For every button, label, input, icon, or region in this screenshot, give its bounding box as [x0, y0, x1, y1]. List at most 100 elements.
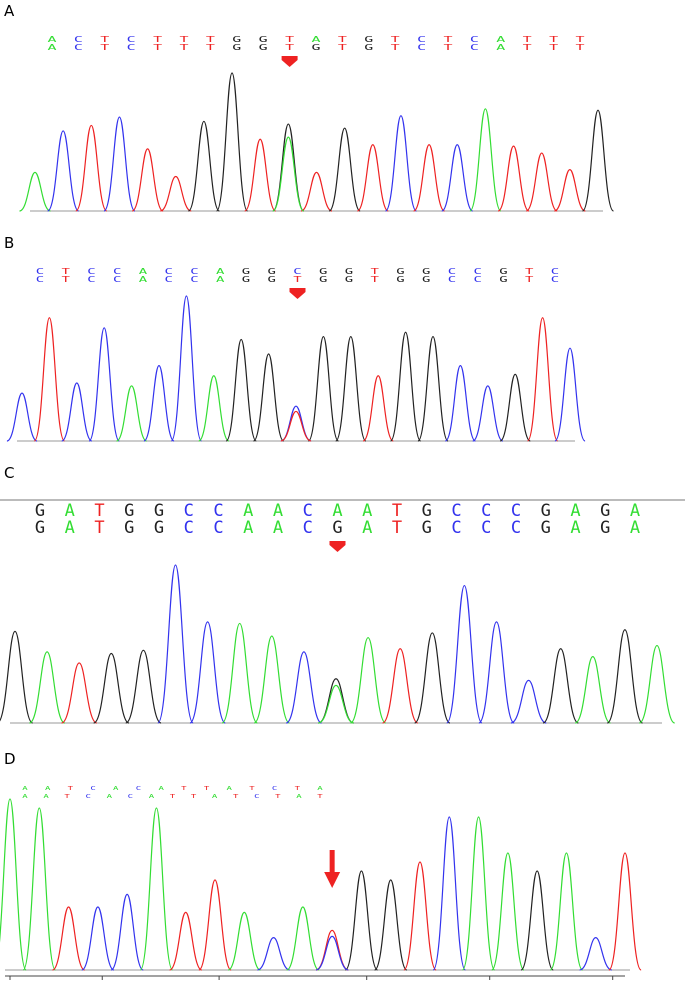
top-base-label: C — [36, 267, 44, 276]
top-base-label: C — [417, 35, 426, 45]
top-base-label: C — [481, 501, 491, 521]
trace-peak — [198, 375, 230, 442]
top-base-label: A — [332, 501, 342, 521]
bottom-base-label: C — [303, 518, 313, 538]
red-arrow-icon — [329, 541, 346, 552]
trace-peak — [47, 130, 80, 212]
secondary-peak — [272, 136, 305, 212]
top-base-label: A — [47, 35, 57, 45]
bottom-base-label: T — [100, 43, 109, 53]
bottom-base-label: C — [128, 793, 133, 799]
bottom-base-label: C — [86, 793, 91, 799]
trace-peak — [139, 807, 174, 971]
trace-peak — [441, 144, 474, 212]
top-base-label: C — [451, 501, 461, 521]
trace-peak — [125, 649, 162, 724]
bottom-base-label: C — [470, 43, 479, 53]
top-base-label: A — [158, 785, 164, 791]
trace-peak — [286, 906, 320, 971]
trace-peak — [335, 335, 367, 442]
trace-peak — [227, 911, 261, 971]
top-base-label: C — [272, 785, 277, 791]
bottom-base-label: C — [448, 275, 456, 284]
trace-peak — [6, 392, 38, 442]
trace-peak — [403, 861, 437, 971]
top-base-label: T — [392, 501, 402, 521]
top-base-label: G — [124, 501, 134, 521]
trace-peak — [581, 109, 615, 212]
top-base-label: T — [523, 35, 532, 45]
bottom-base-label: T — [391, 43, 400, 53]
top-base-label: T — [549, 35, 558, 45]
bottom-base-label: G — [232, 43, 241, 53]
trace-peak — [300, 171, 333, 212]
bottom-base-label: T — [285, 43, 294, 53]
bottom-base-label: G — [268, 275, 277, 284]
trace-peak — [88, 327, 120, 442]
trace-peak — [157, 564, 194, 724]
secondary-peak — [280, 410, 312, 442]
top-base-label: C — [87, 267, 95, 276]
trace-peak — [525, 152, 558, 212]
top-base-label: G — [345, 267, 354, 276]
bottom-base-label: C — [113, 275, 121, 284]
top-base-label: C — [511, 501, 521, 521]
trace-peak — [384, 115, 418, 212]
trace-peak — [328, 127, 361, 212]
top-base-label: T — [100, 35, 109, 45]
bottom-base-label: T — [62, 275, 71, 284]
bottom-base-label: G — [319, 275, 328, 284]
bottom-base-label: G — [154, 518, 164, 538]
trace-peak — [22, 807, 56, 971]
bottom-base-label: A — [212, 793, 218, 799]
bottom-base-label: T — [392, 518, 402, 538]
bottom-base-label: A — [362, 518, 372, 538]
top-base-label: T — [338, 35, 347, 45]
bottom-base-label: T — [170, 793, 176, 799]
trace-peak — [417, 335, 449, 442]
bottom-base-label: T — [94, 518, 104, 538]
top-base-label: A — [65, 501, 75, 521]
trace-peak — [608, 852, 642, 971]
bottom-base-label: G — [422, 518, 432, 538]
trace-peak — [349, 637, 387, 724]
bottom-base-label: G — [364, 43, 373, 53]
top-base-label: C — [551, 267, 559, 276]
trace-peak — [389, 331, 422, 442]
trace-peak — [478, 621, 515, 724]
bottom-base-label: G — [332, 518, 342, 538]
bottom-base-label: C — [36, 275, 44, 284]
trace-peak — [110, 893, 144, 971]
top-base-label: C — [470, 35, 479, 45]
trace-peak — [198, 879, 232, 971]
trace-peak — [381, 648, 419, 724]
top-base-label: G — [242, 267, 251, 276]
panel-label-d: D — [4, 750, 16, 768]
top-base-label: G — [232, 35, 241, 45]
red-arrow-icon — [289, 288, 306, 299]
trace-peak — [472, 385, 504, 442]
trace-peak — [285, 651, 322, 724]
trace-peak — [225, 338, 257, 442]
chromatogram-c: G A T G G C C A A C A A T G C C C G A G AG A T G G C C A A C G A T G C C C G A… — [0, 499, 685, 724]
chromatogram-d: A A T C A C A T T A T C T AA A T C A C A T T A T C T A T — [0, 785, 642, 980]
bottom-base-label: T — [64, 793, 70, 799]
trace-peak — [131, 148, 164, 212]
top-base-label: A — [362, 501, 372, 521]
trace-peak — [116, 385, 148, 442]
bottom-base-label: C — [74, 43, 83, 53]
bottom-base-label: T — [206, 43, 215, 53]
trace-peak — [356, 144, 389, 212]
top-base-label: G — [422, 267, 431, 276]
bottom-base-label: A — [139, 275, 148, 284]
bottom-base-label: T — [549, 43, 558, 53]
panel-label-a: A — [4, 2, 15, 20]
bottom-base-label: T — [443, 43, 452, 53]
trace-peak — [432, 816, 466, 971]
chromatogram-b: C T C C A C C A G G C G G T G G C C G T CC T C C A C C A G G T G G T G G C C G… — [6, 267, 586, 442]
bottom-base-label: T — [233, 793, 239, 799]
bottom-base-label: C — [254, 793, 259, 799]
red-arrowhead — [324, 872, 341, 888]
top-base-label: C — [127, 35, 136, 45]
